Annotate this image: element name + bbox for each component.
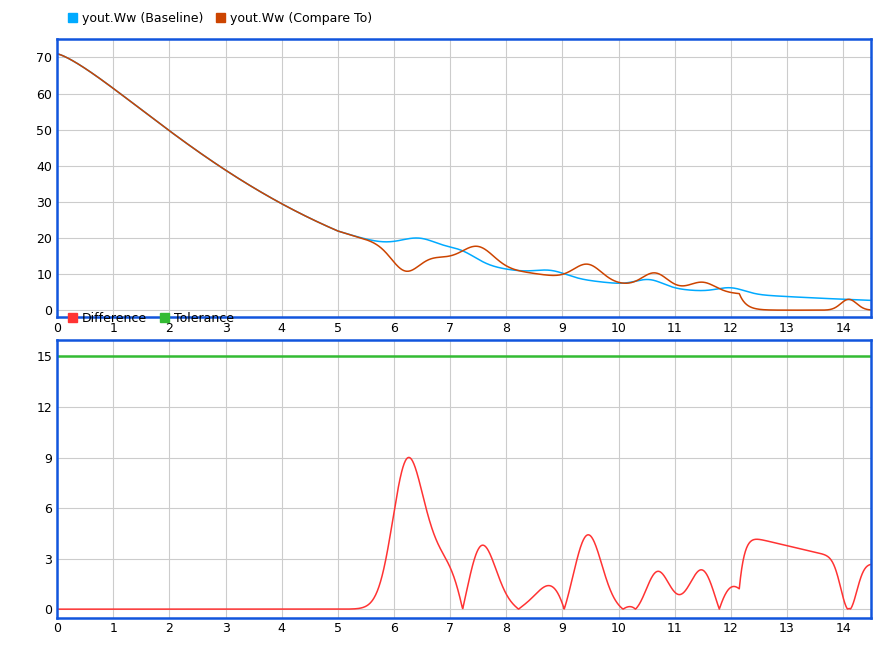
Line: yout.Ww (Baseline): yout.Ww (Baseline): [57, 54, 871, 300]
Difference: [52, 605, 62, 613]
Difference: [843, 605, 854, 613]
yout.Ww (Compare To): [52, 50, 62, 58]
Legend: Difference, Tolerance: Difference, Tolerance: [63, 307, 238, 330]
yout.Ww (Baseline): [52, 50, 62, 58]
yout.Ww (Compare To): [843, 296, 854, 304]
Line: yout.Ww (Compare To): yout.Ww (Compare To): [57, 54, 871, 310]
yout.Ww (Compare To): [866, 306, 876, 314]
Difference: [448, 572, 458, 579]
Difference: [693, 567, 704, 575]
yout.Ww (Baseline): [693, 286, 703, 294]
Tolerance: [52, 353, 62, 361]
yout.Ww (Baseline): [426, 237, 436, 245]
Line: Difference: Difference: [57, 457, 871, 609]
yout.Ww (Compare To): [93, 74, 104, 81]
yout.Ww (Baseline): [842, 296, 853, 304]
yout.Ww (Baseline): [448, 244, 458, 252]
Difference: [93, 605, 104, 613]
yout.Ww (Compare To): [693, 279, 703, 286]
yout.Ww (Baseline): [842, 296, 853, 304]
yout.Ww (Baseline): [93, 74, 104, 81]
Difference: [427, 524, 437, 532]
Tolerance: [108, 353, 119, 361]
Difference: [866, 560, 876, 568]
Difference: [403, 453, 414, 461]
yout.Ww (Compare To): [448, 251, 458, 259]
yout.Ww (Compare To): [805, 306, 816, 314]
Difference: [842, 605, 853, 613]
Legend: yout.Ww (Baseline), yout.Ww (Compare To): yout.Ww (Baseline), yout.Ww (Compare To): [63, 7, 377, 30]
yout.Ww (Compare To): [426, 255, 436, 263]
yout.Ww (Compare To): [842, 296, 853, 304]
yout.Ww (Baseline): [866, 296, 876, 304]
